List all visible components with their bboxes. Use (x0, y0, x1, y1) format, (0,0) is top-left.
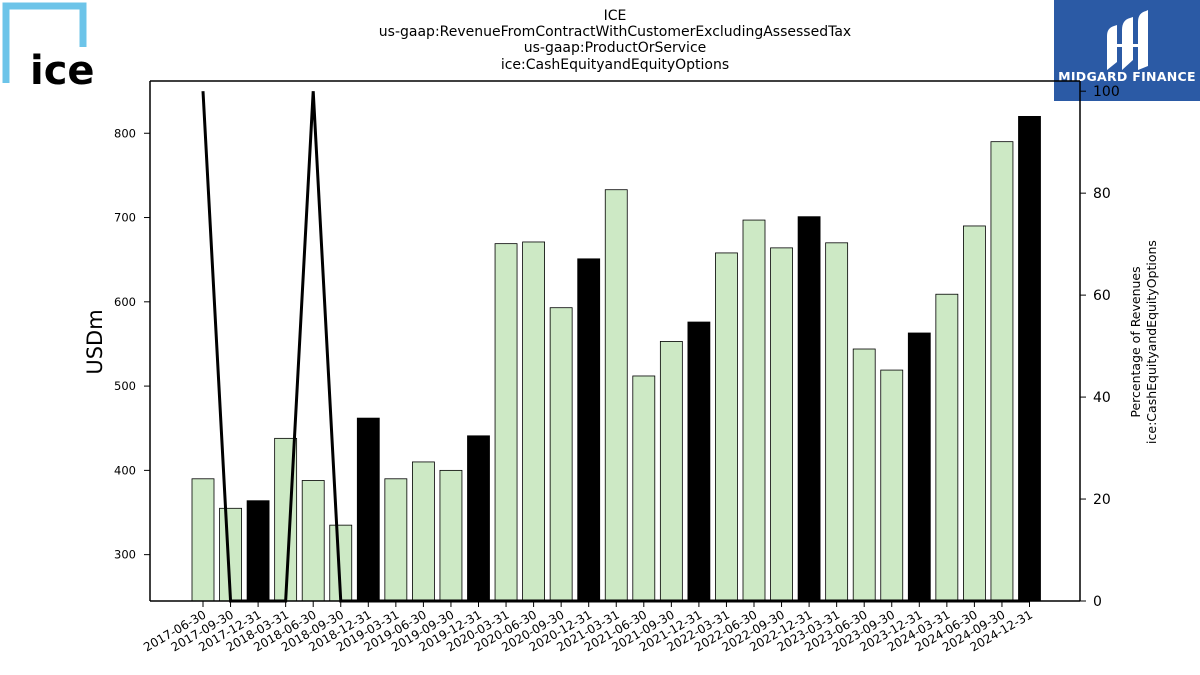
bar-2024-06-30 (963, 225, 986, 602)
y-tick-label-600: 600 (114, 295, 136, 309)
y2-tick-label-40: 40 (1093, 390, 1111, 406)
bar-2023-09-30 (880, 369, 904, 602)
title-line-4: ice:CashEquityandEquityOptions (501, 57, 729, 73)
title-line-2: us-gaap:RevenueFromContractWithCustomerE… (379, 24, 851, 40)
y2-tick-label-20: 20 (1093, 492, 1111, 508)
ice-logo: ice (2, 2, 95, 94)
bar-2021-06-30 (632, 375, 656, 602)
bar-2017-06-30 (191, 478, 215, 602)
ice-logo-frame (2, 2, 87, 83)
y-tick-label-300: 300 (114, 548, 136, 562)
y2-tick-label-80: 80 (1093, 186, 1111, 202)
bar-2023-03-31 (825, 242, 849, 602)
ice-logo-text: ice (30, 48, 95, 94)
bar-2022-09-30 (770, 247, 793, 602)
bar-2024-03-31 (935, 293, 959, 602)
bar-2020-09-30 (549, 307, 573, 602)
midgard-logo-icon (1107, 10, 1148, 70)
bar-2021-12-31 (687, 321, 711, 602)
y-tick-label-400: 400 (114, 463, 136, 477)
y-axis-label: USDm (83, 309, 107, 374)
bar-2024-12-31 (1018, 115, 1041, 602)
title-line-1: ICE (604, 8, 627, 24)
bar-2019-09-30 (439, 469, 463, 602)
y2-axis-label-line-2: ice:CashEquityandEquityOptions (1144, 240, 1159, 444)
y2-tick-label-60: 60 (1093, 288, 1111, 304)
bar-2022-06-30 (742, 219, 766, 602)
bar-2019-06-30 (411, 461, 435, 602)
title-line-3: us-gaap:ProductOrService (524, 40, 707, 56)
midgard-logo-text: MIDGARD FINANCE (1058, 69, 1196, 84)
bar-2022-12-31 (797, 216, 821, 602)
y-tick-label-800: 800 (114, 126, 136, 140)
bar-2024-09-30 (990, 141, 1014, 602)
plot-area: 3004005006007008000204060801002017-06-30… (114, 80, 1120, 654)
bar-2019-12-31 (467, 435, 490, 602)
bar-2021-03-31 (604, 189, 628, 602)
bar-2018-06-30 (301, 480, 325, 602)
y2-axis-label: Percentage of Revenues ice:CashEquityand… (1128, 240, 1159, 444)
y2-tick-label-0: 0 (1093, 594, 1102, 610)
midgard-finance-logo: MIDGARD FINANCE (1054, 0, 1200, 101)
y2-tick-label-100: 100 (1093, 84, 1120, 100)
bar-2021-09-30 (659, 341, 683, 602)
chart-title: ICE us-gaap:RevenueFromContractWithCusto… (379, 8, 851, 73)
y-tick-label-500: 500 (114, 379, 136, 393)
bar-2022-03-31 (715, 252, 738, 602)
bar-2019-03-31 (384, 478, 408, 602)
bar-2020-03-31 (494, 243, 518, 602)
bar-2023-06-30 (852, 348, 876, 602)
bar-2018-12-31 (356, 417, 380, 602)
y-tick-label-700: 700 (114, 211, 136, 225)
bar-2020-12-31 (577, 258, 601, 602)
bar-2017-12-31 (246, 500, 270, 602)
bar-2020-06-30 (522, 241, 545, 602)
y2-axis-label-line-1: Percentage of Revenues (1128, 266, 1143, 417)
bar-2023-12-31 (907, 332, 931, 602)
